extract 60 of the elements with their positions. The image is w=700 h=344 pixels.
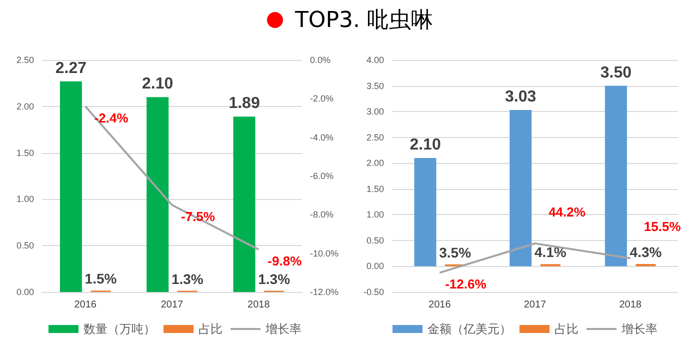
data-label: -2.4%	[94, 110, 129, 126]
y-tick-label: 2.00	[366, 158, 384, 168]
data-label: 3.03	[505, 88, 536, 106]
legend-label: 增长率	[264, 322, 302, 336]
data-label: 4.1%	[534, 244, 567, 260]
data-label: 1.3%	[258, 270, 291, 287]
y-tick-label: 0.50	[16, 240, 34, 251]
legend-label: 增长率	[620, 322, 658, 336]
bar	[233, 116, 256, 292]
data-label: 1.89	[228, 95, 260, 112]
data-label: -12.6%	[445, 276, 487, 292]
y-tick-label: -0.50	[363, 287, 384, 297]
y-tick-label: 0.00	[16, 287, 34, 297]
y2-tick-label: -8.0%	[310, 210, 334, 220]
y-tick-label: 0.50	[366, 235, 384, 246]
data-label: 2.27	[55, 60, 87, 77]
x-tick-label: 2016	[74, 300, 97, 310]
legend-label: 占比	[554, 322, 578, 336]
text: TOP3. 吡虫啉	[294, 7, 433, 35]
legend-label: 占比	[198, 322, 222, 336]
legend-label: 数量（万吨）	[84, 322, 156, 336]
x-tick-label: 2016	[428, 300, 452, 310]
data-label: 15.5%	[644, 219, 682, 234]
y-tick-label: 1.50	[16, 148, 34, 158]
y-tick-label: 1.00	[16, 194, 34, 204]
bar	[146, 97, 169, 292]
data-label: 1.5%	[84, 270, 118, 287]
y2-tick-label: 0.0%	[310, 55, 331, 65]
y-tick-label: 1.00	[366, 210, 384, 220]
y2-tick-label: -4.0%	[310, 132, 334, 142]
data-label: 2.10	[410, 136, 441, 154]
y-tick-label: 1.50	[366, 184, 384, 194]
data-label: 1.3%	[171, 270, 204, 287]
x-tick-label: 2017	[524, 300, 547, 310]
y-tick-label: 0.00	[366, 261, 384, 272]
y-tick-label: 2.50	[16, 55, 34, 65]
data-label: 3.50	[600, 64, 632, 82]
y-tick-label: 4.00	[366, 55, 384, 65]
data-label: 3.5%	[439, 244, 472, 260]
x-tick-label: 2017	[160, 300, 184, 310]
bar	[604, 86, 627, 266]
x-tick-label: 2018	[619, 300, 642, 310]
bar	[414, 158, 436, 266]
bar	[60, 81, 82, 292]
data-label: 4.3%	[630, 244, 662, 260]
y2-tick-label: -2.0%	[310, 94, 334, 104]
legend-label: 金额（亿美元）	[428, 322, 512, 336]
data-label: -7.5%	[181, 209, 216, 224]
data-label: 44.2%	[548, 204, 586, 220]
bar	[510, 110, 532, 266]
y-tick-label: 2.50	[366, 132, 384, 142]
data-label: -9.8%	[268, 253, 302, 268]
y-tick-label: 3.50	[366, 80, 384, 91]
y2-tick-label: -12.0%	[310, 287, 339, 297]
y2-tick-label: -10.0%	[310, 248, 339, 258]
x-tick-label: 2018	[248, 300, 270, 310]
y-tick-label: 3.00	[366, 106, 384, 117]
y2-tick-label: -6.0%	[310, 171, 334, 181]
data-label: 2.10	[142, 76, 174, 93]
y-tick-label: 2.00	[16, 101, 34, 112]
